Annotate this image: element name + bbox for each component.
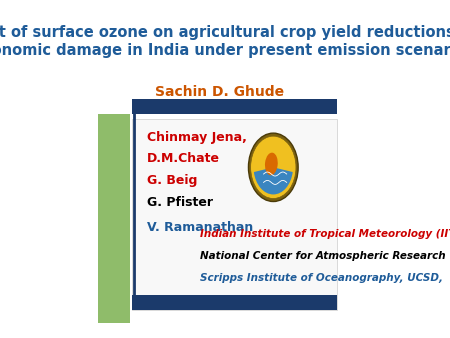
Text: Chinmay Jena,: Chinmay Jena, (147, 131, 247, 144)
Circle shape (248, 133, 298, 201)
Wedge shape (254, 167, 292, 194)
Text: Impact of surface ozone on agricultural crop yield reductions and
economic damag: Impact of surface ozone on agricultural … (0, 25, 450, 58)
Circle shape (251, 136, 296, 198)
Ellipse shape (265, 153, 278, 175)
Text: Scripps Institute of Oceanography, UCSD,  San Diego: Scripps Institute of Oceanography, UCSD,… (200, 273, 450, 283)
Text: V. Ramanathan: V. Ramanathan (147, 221, 253, 234)
FancyBboxPatch shape (132, 99, 337, 114)
Text: D.M.Chate: D.M.Chate (147, 152, 220, 165)
FancyBboxPatch shape (132, 295, 337, 310)
Text: G. Beig: G. Beig (147, 174, 197, 187)
Text: G. Pfister: G. Pfister (147, 196, 212, 209)
Text: Sachin D. Ghude: Sachin D. Ghude (155, 85, 284, 99)
FancyBboxPatch shape (98, 114, 130, 323)
Text: Indian Institute of Tropical Meteorology (IITM): Indian Institute of Tropical Meteorology… (200, 230, 450, 239)
FancyBboxPatch shape (132, 119, 337, 310)
Text: National Center for Atmospheric Research (NCAR): National Center for Atmospheric Research… (200, 251, 450, 261)
